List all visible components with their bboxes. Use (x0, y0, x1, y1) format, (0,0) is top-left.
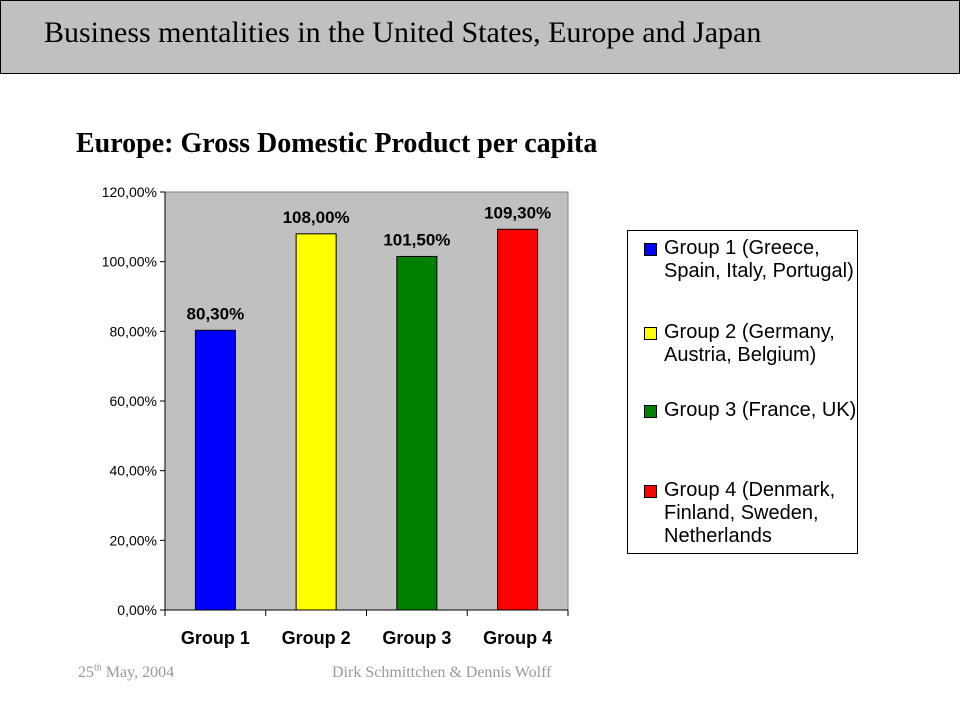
chart-legend: Group 1 (Greece, Spain, Italy, Portugal)… (627, 230, 858, 554)
y-tick-label: 120,00% (102, 184, 157, 200)
slide-title: Business mentalities in the United State… (44, 16, 762, 49)
footer-day-suffix: th (94, 662, 102, 674)
y-tick-label: 100,00% (102, 254, 157, 270)
data-label: 108,00% (283, 208, 350, 227)
y-tick-label: 0,00% (117, 602, 157, 618)
data-label: 80,30% (187, 304, 245, 323)
bar (295, 233, 337, 611)
footer-date-rest: May, 2004 (101, 664, 175, 681)
data-label: 101,50% (383, 230, 450, 249)
legend-swatch (644, 327, 657, 340)
y-tick-label: 40,00% (110, 463, 157, 479)
y-tick-label: 20,00% (110, 532, 157, 548)
legend-label: Group 4 (Denmark, Finland, Sweden, Nethe… (664, 479, 836, 547)
y-tick-label: 60,00% (110, 393, 157, 409)
footer-date: 25th May, 2004 (78, 662, 175, 682)
bar (396, 255, 438, 611)
x-tick-label: Group 3 (382, 628, 451, 648)
x-tick-label: Group 4 (483, 628, 552, 648)
bar (194, 329, 236, 611)
footer-day: 25 (78, 664, 94, 681)
legend-label: Group 2 (Germany, Austria, Belgium) (664, 321, 835, 366)
legend-swatch (644, 243, 657, 256)
header-band (0, 0, 960, 74)
x-tick-label: Group 1 (181, 628, 250, 648)
legend-label: Group 3 (France, UK) (664, 399, 857, 421)
x-tick-label: Group 2 (282, 628, 351, 648)
y-tick-label: 80,00% (110, 323, 157, 339)
legend-label: Group 1 (Greece, Spain, Italy, Portugal) (664, 237, 854, 282)
chart-title: Europe: Gross Domestic Product per capit… (76, 128, 598, 159)
bar (497, 228, 539, 611)
footer-authors: Dirk Schmittchen & Dennis Wolff (332, 664, 552, 681)
legend-swatch (644, 405, 657, 418)
data-label: 109,30% (484, 203, 551, 222)
legend-swatch (644, 485, 657, 498)
